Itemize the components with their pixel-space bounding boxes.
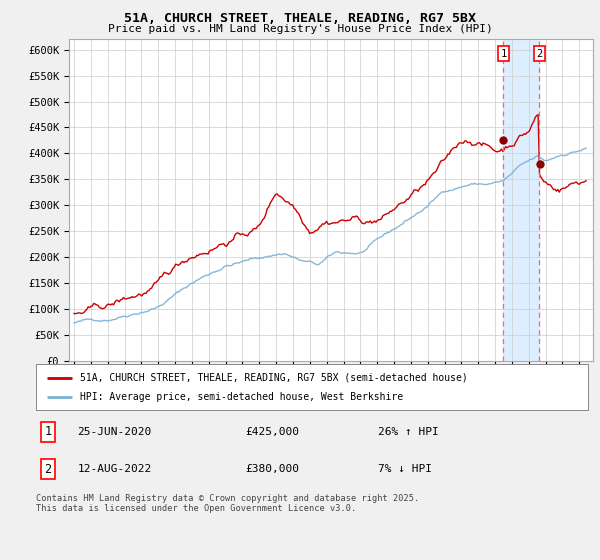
Text: Contains HM Land Registry data © Crown copyright and database right 2025.
This d: Contains HM Land Registry data © Crown c… [36,494,419,514]
Text: 25-JUN-2020: 25-JUN-2020 [77,427,152,437]
Text: £425,000: £425,000 [246,427,300,437]
Text: 51A, CHURCH STREET, THEALE, READING, RG7 5BX (semi-detached house): 51A, CHURCH STREET, THEALE, READING, RG7… [80,373,468,383]
Bar [503,39,539,361]
Text: 1: 1 [44,425,52,438]
Text: Price paid vs. HM Land Registry's House Price Index (HPI): Price paid vs. HM Land Registry's House … [107,24,493,34]
Text: 51A, CHURCH STREET, THEALE, READING, RG7 5BX: 51A, CHURCH STREET, THEALE, READING, RG7… [124,12,476,25]
Text: 7% ↓ HPI: 7% ↓ HPI [378,464,432,474]
Text: 1: 1 [500,49,506,59]
Text: HPI: Average price, semi-detached house, West Berkshire: HPI: Average price, semi-detached house,… [80,392,403,402]
Text: 2: 2 [44,463,52,476]
Text: 12-AUG-2022: 12-AUG-2022 [77,464,152,474]
Text: 2: 2 [536,49,542,59]
Text: £380,000: £380,000 [246,464,300,474]
Text: 26% ↑ HPI: 26% ↑ HPI [378,427,439,437]
